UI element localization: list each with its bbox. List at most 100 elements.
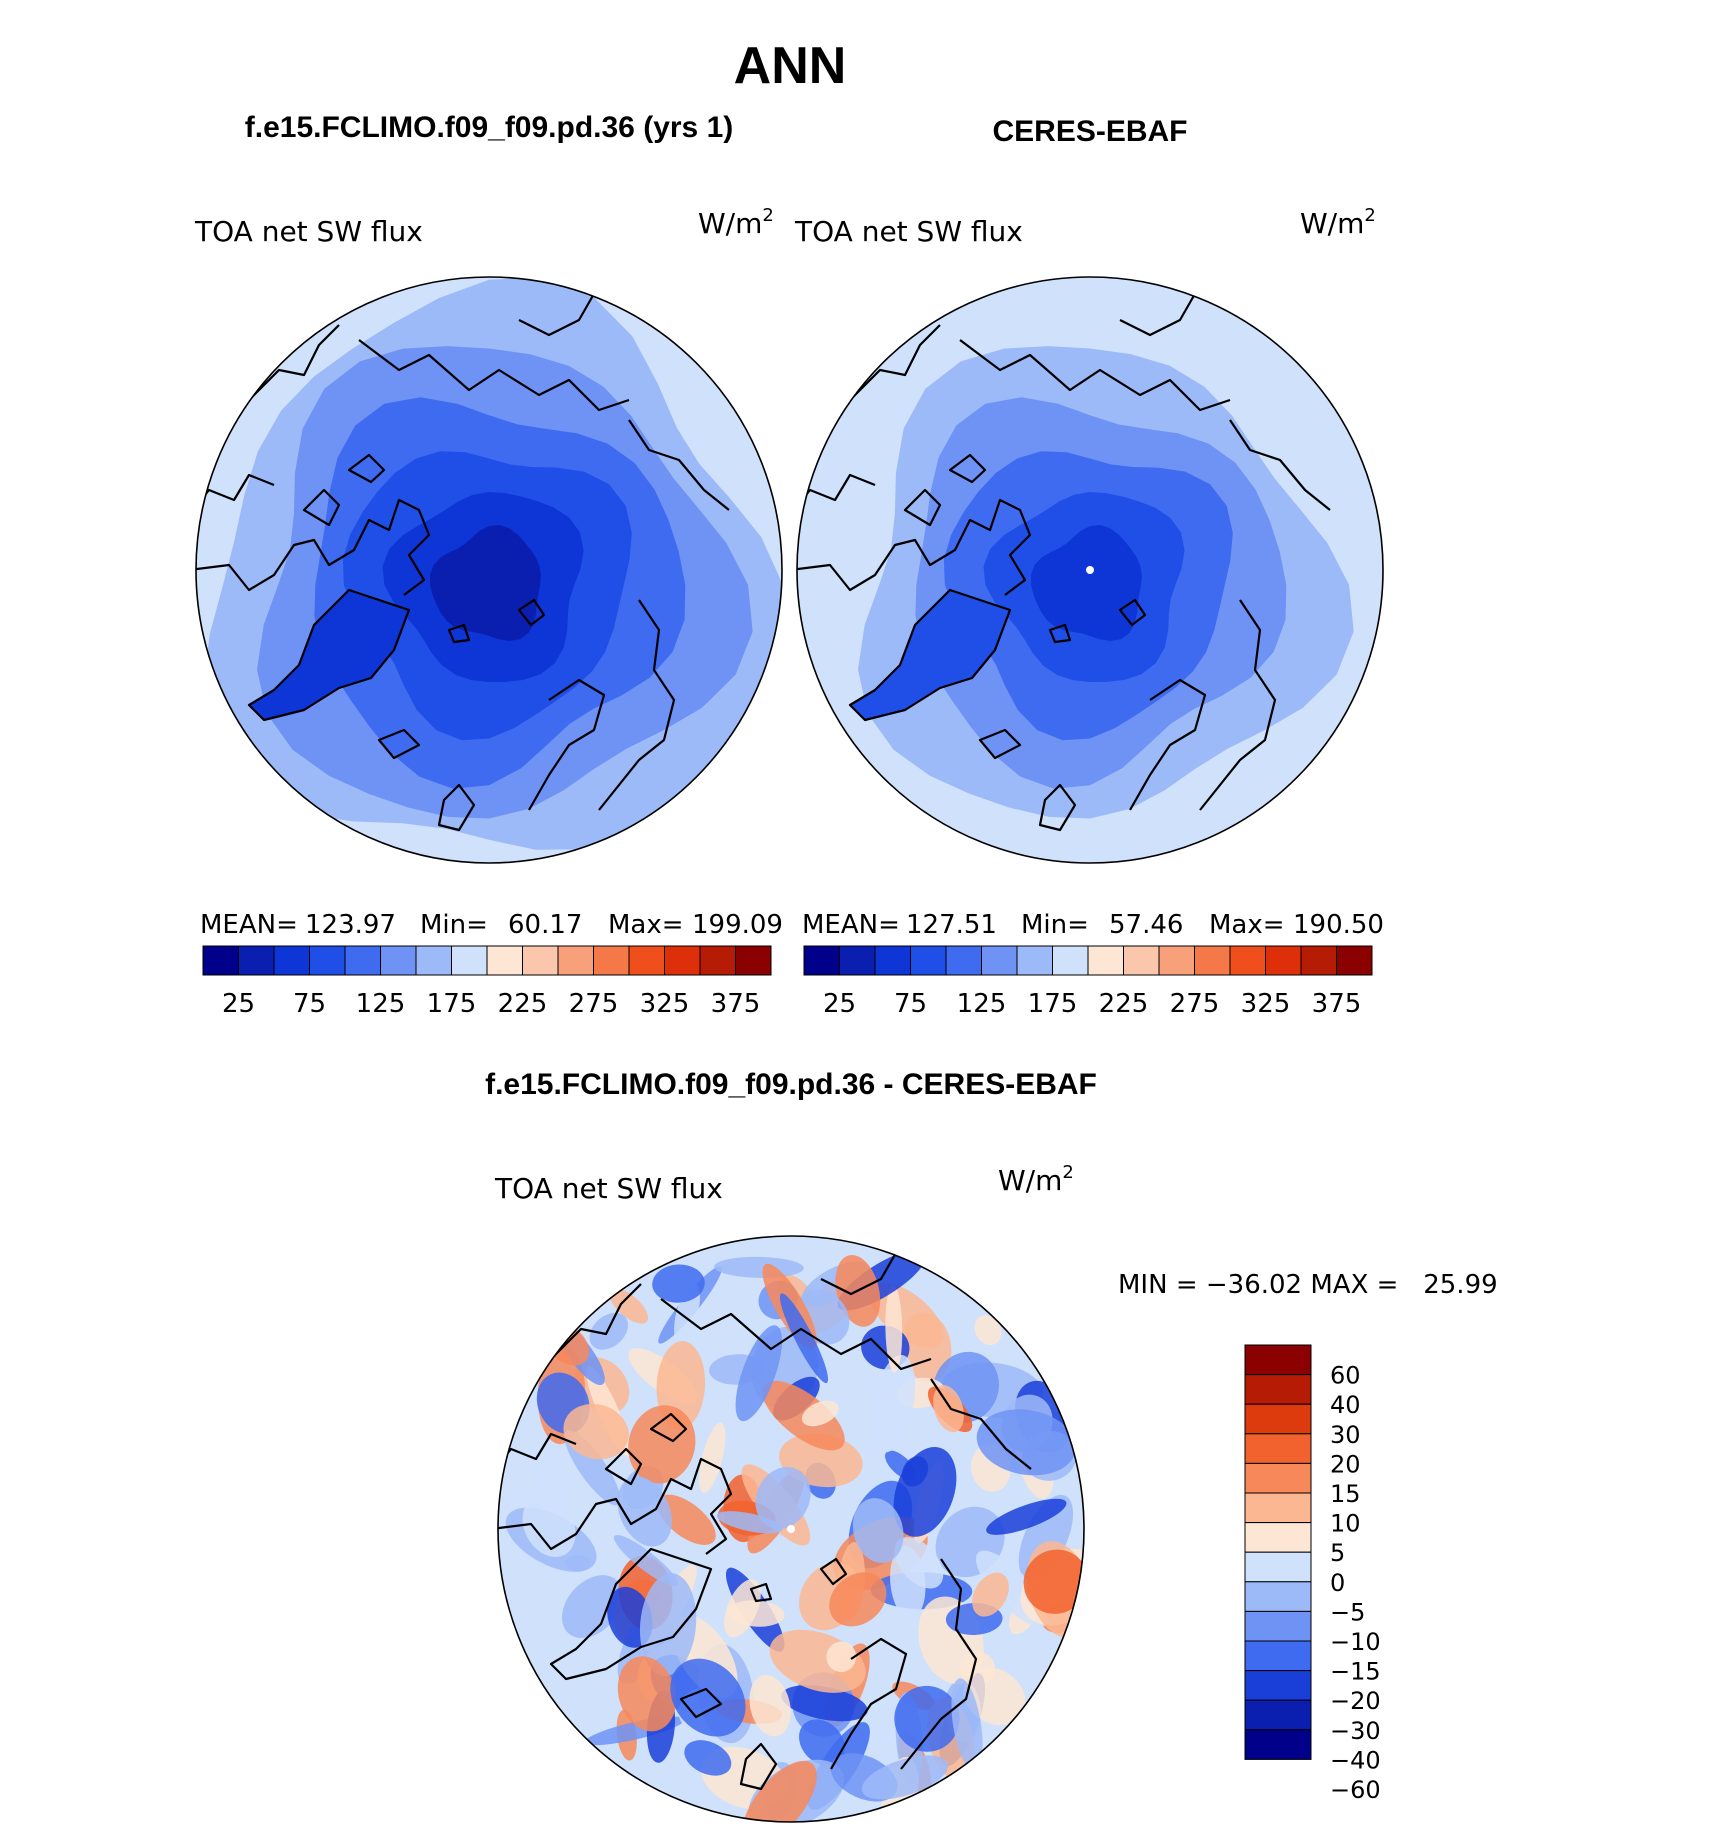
diff-colorbar-tick: 30 bbox=[1330, 1421, 1361, 1449]
diff-colorbar-box-1 bbox=[1244, 1374, 1312, 1405]
diff-map-border bbox=[497, 1235, 1085, 1823]
model-colorbar-box-1 bbox=[238, 945, 275, 976]
model-colorbar-box-13 bbox=[664, 945, 701, 976]
model-variable-label: TOA net SW flux bbox=[194, 215, 423, 248]
diff-variable-label: TOA net SW flux bbox=[494, 1172, 723, 1205]
obs-colorbar: 25 75 125 175 225 275 325 375 bbox=[803, 945, 1373, 1019]
diff-map bbox=[498, 1236, 1084, 1822]
diff-colorbar-box-12 bbox=[1244, 1699, 1312, 1731]
diff-patch bbox=[617, 1656, 677, 1732]
diff-colorbar-box-0 bbox=[1244, 1344, 1312, 1376]
model-colorbar-box-11 bbox=[593, 945, 630, 976]
diff-colorbar-tick: 10 bbox=[1330, 1510, 1361, 1538]
obs-colorbar-box-0 bbox=[803, 945, 840, 976]
diff-patch bbox=[639, 1573, 697, 1676]
model-colorbar-tick: 275 bbox=[569, 989, 619, 1019]
obs-colorbar-box-14 bbox=[1300, 945, 1337, 976]
diff-patch bbox=[871, 1354, 916, 1453]
model-map-border bbox=[195, 276, 783, 864]
model-mean-label: MEAN= bbox=[200, 910, 298, 940]
diff-patch bbox=[861, 1755, 949, 1800]
diff-patch bbox=[986, 1498, 1067, 1535]
diff-colorbar-tick: 20 bbox=[1330, 1450, 1361, 1478]
obs-colorbar-box-5 bbox=[981, 945, 1018, 976]
obs-colorbar-box-4 bbox=[945, 945, 982, 976]
model-colorbar-box-8 bbox=[486, 945, 523, 976]
diff-patch bbox=[885, 1284, 903, 1373]
model-colorbar-box-5 bbox=[380, 945, 417, 976]
model-units-label: W/m2 bbox=[698, 205, 774, 240]
obs-map bbox=[797, 277, 1383, 863]
diff-colorbar-box-8 bbox=[1244, 1581, 1312, 1612]
obs-colorbar-box-13 bbox=[1265, 945, 1302, 976]
model-stats: MEAN= 123.97 Min= 60.17 Max= 199.09 bbox=[200, 910, 783, 940]
diff-patch bbox=[951, 1678, 983, 1771]
diff-colorbar-box-4 bbox=[1244, 1462, 1312, 1494]
model-colorbar-box-2 bbox=[273, 945, 310, 976]
obs-variable-label: TOA net SW flux bbox=[794, 215, 1023, 248]
model-max-value: 199.09 bbox=[692, 910, 783, 940]
obs-units-label: W/m2 bbox=[1300, 205, 1376, 240]
obs-colorbar-tick: 175 bbox=[1028, 989, 1078, 1019]
diff-patch bbox=[699, 1422, 726, 1493]
diff-patch bbox=[613, 1534, 678, 1587]
diff-patch bbox=[972, 1572, 1009, 1617]
model-colorbar-box-4 bbox=[344, 945, 381, 976]
model-greenland-shade bbox=[249, 590, 409, 720]
obs-colorbar-box-15 bbox=[1336, 945, 1373, 976]
obs-panel-title: CERES-EBAF bbox=[992, 115, 1187, 148]
obs-min-label: Min= bbox=[1021, 910, 1089, 940]
obs-colorbar-box-10 bbox=[1158, 945, 1195, 976]
diff-patch bbox=[609, 1288, 649, 1324]
diff-patch bbox=[749, 1674, 791, 1737]
diff-colorbar-box-7 bbox=[1244, 1551, 1312, 1583]
obs-greenland-shade bbox=[850, 590, 1010, 720]
diff-units-label: W/m2 bbox=[998, 1162, 1074, 1197]
obs-colorbar-tick: 25 bbox=[823, 989, 856, 1019]
diff-colorbar-tick: −10 bbox=[1330, 1628, 1381, 1656]
diff-patch bbox=[901, 1456, 929, 1487]
obs-stats: MEAN= 127.51 Min= 57.46 Max= 190.50 bbox=[802, 910, 1384, 940]
model-colorbar-box-3 bbox=[309, 945, 346, 976]
obs-colorbar-box-1 bbox=[839, 945, 876, 976]
diff-colorbar-box-13 bbox=[1244, 1729, 1312, 1760]
obs-colorbar-box-7 bbox=[1052, 945, 1089, 976]
diff-colorbar-tick: 15 bbox=[1330, 1480, 1361, 1508]
diff-patch bbox=[589, 1312, 629, 1350]
obs-colorbar-box-12 bbox=[1229, 945, 1266, 976]
obs-min-value: 57.46 bbox=[1109, 910, 1183, 940]
diff-colorbar-tick: 40 bbox=[1330, 1391, 1361, 1419]
diff-patch bbox=[852, 1498, 904, 1563]
model-colorbar-tick: 125 bbox=[356, 989, 406, 1019]
diff-patch bbox=[801, 1400, 839, 1427]
diff-pole-marker bbox=[787, 1525, 795, 1533]
obs-colorbar-tick: 75 bbox=[894, 989, 927, 1019]
page-title: ANN bbox=[734, 37, 847, 95]
model-colorbar-box-7 bbox=[451, 945, 488, 976]
diff-patch bbox=[826, 1641, 857, 1673]
obs-colorbar-tick: 125 bbox=[957, 989, 1007, 1019]
diff-colorbar-box-11 bbox=[1244, 1670, 1312, 1701]
model-colorbar-tick: 225 bbox=[498, 989, 548, 1019]
obs-colorbar-box-3 bbox=[910, 945, 947, 976]
obs-pole-marker bbox=[1086, 566, 1094, 574]
model-colorbar-box-12 bbox=[628, 945, 665, 976]
model-mean-value: 123.97 bbox=[305, 910, 396, 940]
diff-colorbar-box-10 bbox=[1244, 1640, 1312, 1672]
diff-patch bbox=[829, 1572, 887, 1627]
model-colorbar-tick: 175 bbox=[427, 989, 477, 1019]
obs-colorbar-box-6 bbox=[1016, 945, 1053, 976]
model-colorbar-box-9 bbox=[522, 945, 559, 976]
model-colorbar-tick: 375 bbox=[711, 989, 761, 1019]
obs-colorbar-tick: 225 bbox=[1099, 989, 1149, 1019]
diff-colorbar-tick: 60 bbox=[1330, 1362, 1361, 1390]
diff-colorbar-tick: 5 bbox=[1330, 1539, 1345, 1567]
diff-colorbar-box-5 bbox=[1244, 1492, 1312, 1524]
diff-patch bbox=[742, 1760, 817, 1822]
model-colorbar-tick: 25 bbox=[222, 989, 255, 1019]
diff-patch bbox=[670, 1658, 746, 1737]
model-band-5 bbox=[430, 525, 541, 641]
obs-colorbar-box-9 bbox=[1123, 945, 1160, 976]
diff-patch bbox=[755, 1466, 811, 1529]
model-colorbar-tick: 325 bbox=[640, 989, 690, 1019]
